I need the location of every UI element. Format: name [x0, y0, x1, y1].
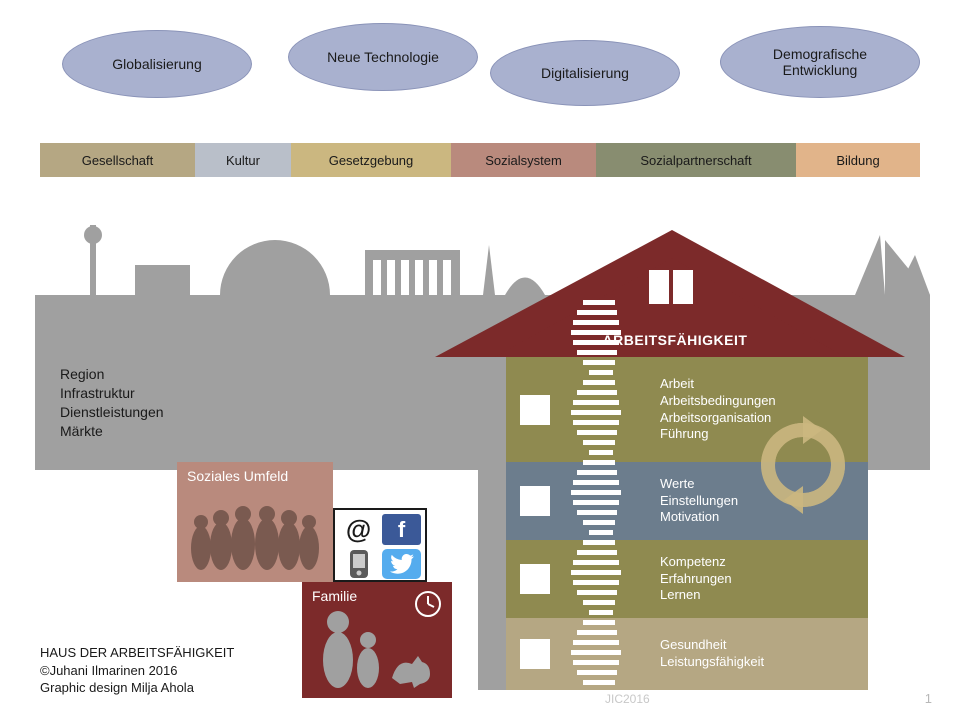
- credits: HAUS DER ARBEITSFÄHIGKEIT ©Juhani Ilmari…: [40, 644, 234, 697]
- twitter-icon: [382, 549, 421, 579]
- macro-cell-label: Gesetzgebung: [329, 153, 414, 168]
- floor-window: [520, 639, 550, 669]
- at-icon: @: [339, 514, 378, 545]
- floor-line: Gesundheit: [660, 637, 764, 654]
- macro-cell-kultur: Kultur: [195, 143, 291, 177]
- ellipse-label: Digitalisierung: [541, 65, 629, 81]
- floor-labels: Werte Einstellungen Motivation: [660, 476, 738, 527]
- credits-line: Graphic design Milja Ahola: [40, 679, 234, 697]
- floor-labels: Kompetenz Erfahrungen Lernen: [660, 554, 732, 605]
- credits-line: ©Juhani Ilmarinen 2016: [40, 662, 234, 680]
- floor-line: Lernen: [660, 587, 732, 604]
- cycle-icon: [748, 410, 858, 520]
- social-box-title: Soziales Umfeld: [187, 468, 323, 484]
- region-line: Dienstleistungen: [60, 403, 164, 422]
- floor-line: Motivation: [660, 509, 738, 526]
- ellipse-label: Neue Technologie: [327, 49, 439, 65]
- ellipse-globalisierung: Globalisierung: [62, 30, 252, 98]
- macro-cell-bildung: Bildung: [796, 143, 920, 177]
- house-floor-2: Kompetenz Erfahrungen Lernen: [506, 540, 868, 618]
- floor-window: [520, 564, 550, 594]
- ellipse-label: Demografische Entwicklung: [773, 46, 867, 78]
- floor-line: Kompetenz: [660, 554, 732, 571]
- floor-window: [520, 486, 550, 516]
- media-box: @ f: [333, 508, 427, 582]
- ellipse-neue-technologie: Neue Technologie: [288, 23, 478, 91]
- credits-line: HAUS DER ARBEITSFÄHIGKEIT: [40, 644, 234, 662]
- macro-cell-label: Bildung: [836, 153, 879, 168]
- crowd-icon: [187, 486, 327, 570]
- floor-line: Leistungsfähigkeit: [660, 654, 764, 671]
- clock-icon: [414, 590, 442, 618]
- macro-cell-label: Sozialpartnerschaft: [640, 153, 751, 168]
- floor-window: [520, 395, 550, 425]
- macro-bar: Gesellschaft Kultur Gesetzgebung Sozials…: [40, 143, 920, 177]
- macro-cell-label: Gesellschaft: [82, 153, 154, 168]
- macro-cell-label: Sozialsystem: [485, 153, 562, 168]
- floor-line: Erfahrungen: [660, 571, 732, 588]
- region-line: Region: [60, 365, 164, 384]
- house-floor-1: Gesundheit Leistungsfähigkeit: [506, 618, 868, 690]
- floor-line: Werte: [660, 476, 738, 493]
- staircase-icon: [563, 300, 635, 692]
- region-text: Region Infrastruktur Dienstleistungen Mä…: [60, 365, 164, 441]
- macro-cell-label: Kultur: [226, 153, 260, 168]
- ellipse-demografische-entwicklung: Demografische Entwicklung: [720, 26, 920, 98]
- phone-icon: [339, 549, 378, 579]
- floor-line: Arbeitsbedingungen: [660, 393, 776, 410]
- macro-cell-sozialsystem: Sozialsystem: [451, 143, 596, 177]
- floor-line: Arbeit: [660, 376, 776, 393]
- family-figures-icon: [312, 606, 442, 688]
- ellipse-digitalisierung: Digitalisierung: [490, 40, 680, 106]
- macro-cell-gesellschaft: Gesellschaft: [40, 143, 195, 177]
- macro-cell-gesetzgebung: Gesetzgebung: [291, 143, 451, 177]
- watermark: JIC2016: [605, 692, 650, 706]
- facebook-icon: f: [382, 514, 421, 545]
- house-left-wall: [478, 357, 506, 690]
- family-box: Familie: [302, 582, 452, 698]
- floor-line: Einstellungen: [660, 493, 738, 510]
- floor-labels: Gesundheit Leistungsfähigkeit: [660, 637, 764, 671]
- region-line: Märkte: [60, 422, 164, 441]
- ellipse-label: Globalisierung: [112, 56, 202, 72]
- macro-cell-sozialpartnerschaft: Sozialpartnerschaft: [596, 143, 796, 177]
- page-number: 1: [925, 691, 932, 706]
- social-box: Soziales Umfeld: [177, 462, 333, 582]
- region-line: Infrastruktur: [60, 384, 164, 403]
